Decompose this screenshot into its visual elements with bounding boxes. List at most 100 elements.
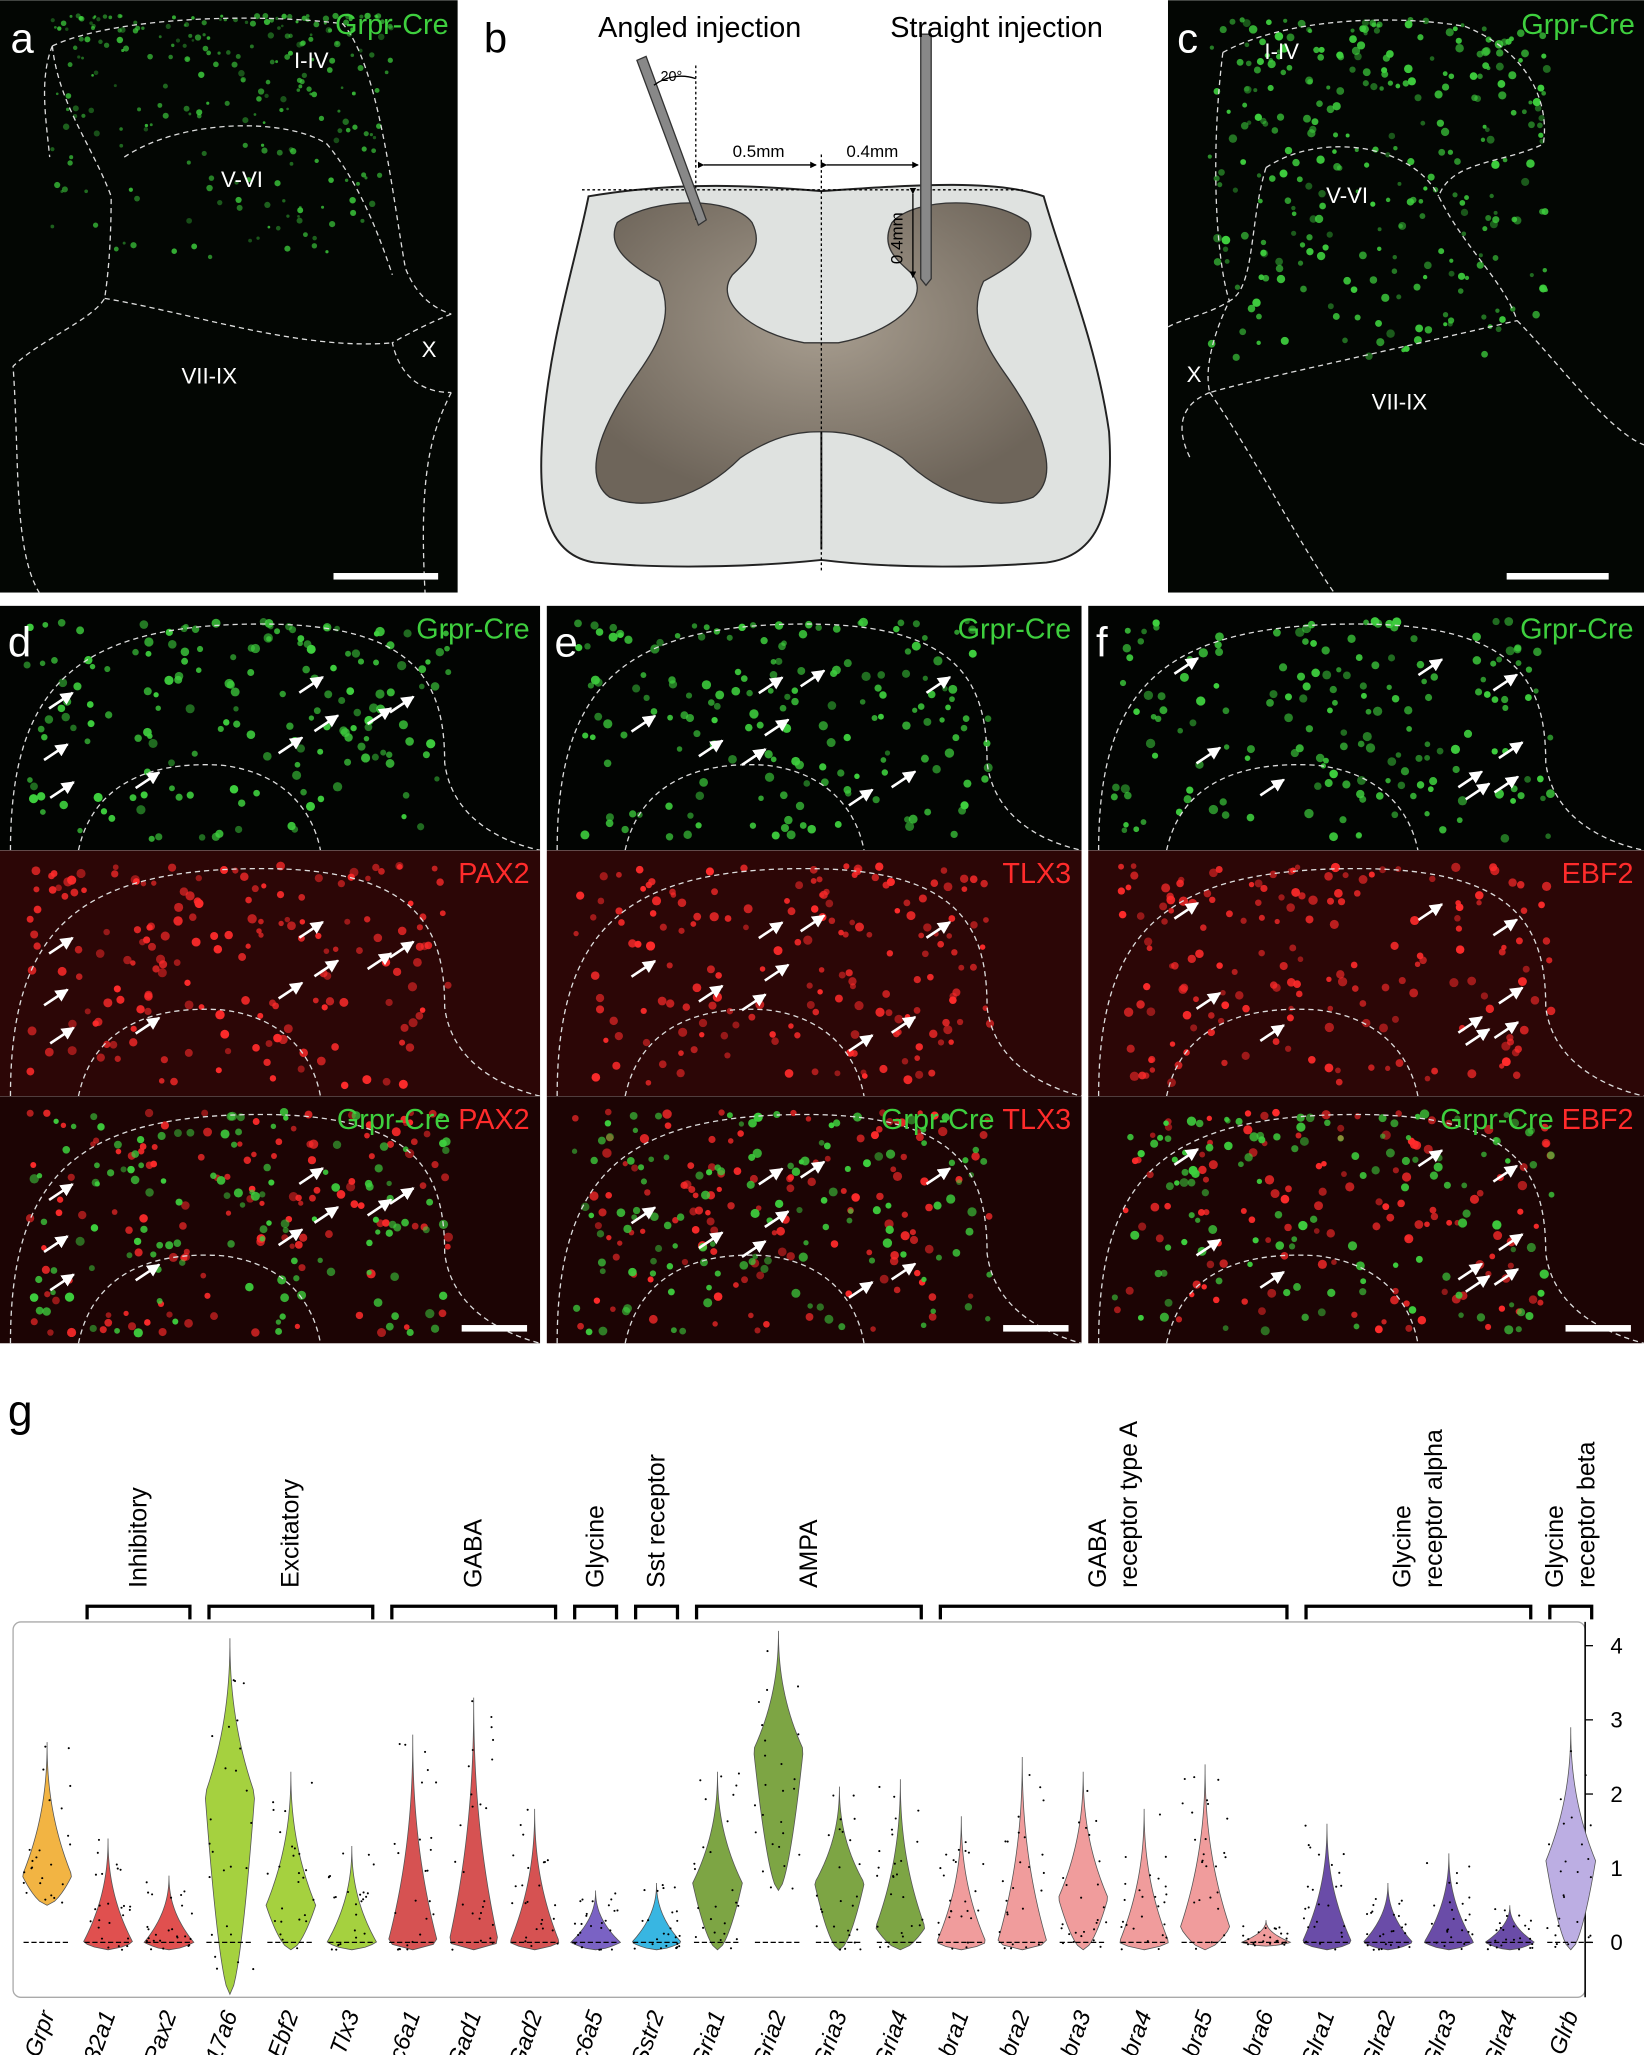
cell <box>1526 1242 1536 1253</box>
jitter-point <box>781 1789 785 1792</box>
cell <box>268 1179 275 1186</box>
cell <box>1398 976 1406 985</box>
cell <box>96 17 101 22</box>
jitter-point <box>120 1906 123 1909</box>
cell <box>1244 86 1250 92</box>
arrow <box>799 914 826 933</box>
cell <box>1316 155 1325 164</box>
cell <box>816 1303 824 1311</box>
cell <box>340 86 344 90</box>
cell <box>948 1159 956 1167</box>
cell <box>1509 1302 1515 1308</box>
cell <box>1213 258 1222 266</box>
cell <box>834 1070 841 1077</box>
cell <box>25 1214 35 1223</box>
cell <box>1285 1185 1292 1193</box>
cell <box>1258 949 1265 957</box>
cell <box>903 1075 913 1085</box>
cell <box>854 773 860 779</box>
jitter-point <box>893 1862 896 1865</box>
cell <box>284 54 291 60</box>
jitter-point <box>1165 1936 1168 1939</box>
cell <box>1390 1295 1399 1305</box>
cell <box>1491 748 1498 755</box>
cell <box>1458 1312 1464 1318</box>
cell <box>185 704 195 714</box>
cell <box>169 785 175 792</box>
cell <box>1321 646 1330 655</box>
arrow <box>1259 778 1285 797</box>
cell <box>1454 915 1461 922</box>
arrow <box>1465 1028 1491 1046</box>
micrograph <box>0 0 458 593</box>
cell <box>50 224 55 229</box>
cell <box>62 1145 71 1154</box>
cell <box>1169 1041 1176 1047</box>
jitter-point <box>655 1938 659 1941</box>
jitter-point <box>1253 1944 1256 1947</box>
cell <box>911 641 921 651</box>
cell <box>718 1109 725 1116</box>
cell <box>244 20 249 25</box>
cell <box>1294 864 1301 870</box>
arrow <box>1493 1267 1520 1286</box>
cell <box>126 1252 133 1259</box>
jitter-point <box>159 1939 162 1942</box>
gene-label: Slc32a1 <box>67 2007 121 2055</box>
merge-label: Grpr-Cre TLX3 <box>881 1104 1071 1136</box>
cell <box>933 656 943 666</box>
cell <box>213 61 219 68</box>
cell <box>811 1068 819 1076</box>
cell <box>1246 813 1255 822</box>
cell <box>50 147 55 152</box>
cell <box>739 1260 749 1270</box>
cell <box>1537 29 1542 34</box>
cell <box>705 867 714 876</box>
arrow <box>43 743 69 762</box>
cell <box>1295 627 1305 637</box>
jitter-point <box>1340 1935 1344 1938</box>
jitter-point <box>1382 1933 1385 1936</box>
cell <box>882 990 891 998</box>
cell <box>200 1272 207 1279</box>
cell <box>1495 326 1502 333</box>
cell <box>1300 285 1307 293</box>
cell <box>70 888 79 897</box>
cell <box>1160 1269 1168 1277</box>
jitter-point <box>127 1937 130 1940</box>
jitter-point <box>856 1928 859 1931</box>
micrograph <box>0 1096 541 1344</box>
cell <box>608 632 618 642</box>
cell <box>618 919 625 926</box>
jitter-point <box>291 1845 294 1848</box>
cell <box>866 931 873 938</box>
cell <box>767 687 774 694</box>
jitter-point <box>1448 1901 1451 1904</box>
cell <box>798 630 808 639</box>
cell <box>139 620 149 629</box>
jitter-point <box>211 1735 214 1738</box>
cell <box>419 913 427 921</box>
jitter-point <box>297 1880 300 1884</box>
cell <box>952 734 960 742</box>
jitter-point <box>1157 1905 1160 1908</box>
cell <box>909 1229 916 1236</box>
cell <box>294 1240 303 1249</box>
cell <box>1537 84 1545 92</box>
cell <box>949 696 955 703</box>
cell <box>1440 127 1450 137</box>
cell <box>1256 1178 1263 1185</box>
cell <box>1395 1110 1402 1117</box>
cell <box>1299 694 1308 703</box>
cell <box>650 708 658 715</box>
cell <box>174 675 183 684</box>
cell <box>53 1118 59 1124</box>
cell <box>1373 27 1381 34</box>
cell <box>307 1156 317 1165</box>
cell <box>1481 350 1488 358</box>
cell <box>1335 1078 1343 1086</box>
cell <box>1221 235 1231 245</box>
cell <box>283 1115 289 1121</box>
arrow <box>741 1240 767 1258</box>
cell <box>1388 132 1396 140</box>
